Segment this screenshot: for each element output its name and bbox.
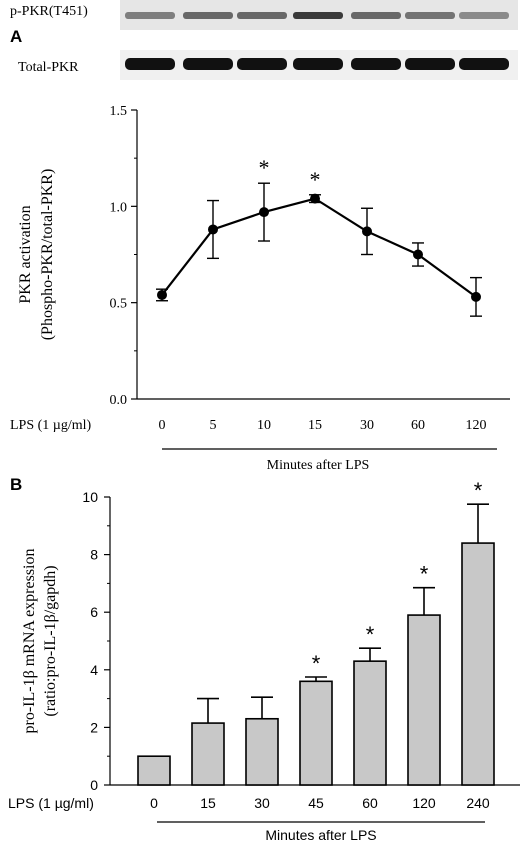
chart-b-xtick-label: 60	[362, 795, 378, 811]
blot-band-phospho	[293, 12, 343, 19]
chart-a-xtick-label: 30	[360, 418, 374, 433]
blot-band-phospho	[459, 12, 509, 19]
chart-b-bar	[137, 755, 171, 786]
chart-a-ylabel-line1: PKR activation	[17, 205, 34, 303]
chart-b-ylabel-line2: (ratio:pro-IL-1β/gapdh)	[42, 565, 59, 716]
blot-phospho-pkr	[120, 0, 518, 30]
chart-b-ytick-label: 6	[90, 604, 98, 620]
chart-a-significance-star: *	[259, 155, 270, 180]
blot-band-total	[125, 58, 175, 70]
chart-b-bar	[353, 660, 387, 786]
chart-b-bar	[299, 680, 333, 786]
panel-a-x-title: Minutes after LPS	[267, 458, 370, 473]
blot-label-total: Total-PKR	[18, 60, 79, 75]
chart-a-xtick-label: 120	[466, 418, 487, 433]
chart-a-data-point	[157, 289, 167, 300]
chart-a-xtick-label: 0	[159, 418, 166, 433]
blot-band-total	[237, 58, 287, 70]
chart-a-ytick-label: 1.0	[110, 200, 128, 215]
chart-b-marks: * * * *	[137, 478, 495, 786]
chart-b-xtick-label: 45	[308, 795, 324, 811]
chart-a-xtick-label: 60	[411, 418, 425, 433]
chart-b-ytick-label: 2	[90, 719, 98, 735]
blot-band-phospho	[237, 12, 287, 19]
chart-a-data-point	[413, 249, 423, 260]
blot-label-phospho: p-PKR(T451)	[10, 4, 88, 19]
chart-b-xtick-labels: 0 15 30 45 60 120 240	[150, 795, 490, 811]
chart-a-xtick-labels: 0 5 10 15 30 60 120	[159, 418, 487, 433]
panel-a-treatment-label: LPS (1 µg/ml)	[10, 418, 92, 433]
chart-a-data-point	[362, 226, 372, 237]
panel-b-treatment-label: LPS (1 µg/ml)	[8, 795, 94, 811]
chart-a-data-point	[310, 193, 320, 204]
chart-a-data-point	[471, 291, 481, 302]
blot-band-total	[405, 58, 455, 70]
chart-a-series-line	[161, 197, 477, 298]
chart-b-ytick-label: 4	[90, 662, 98, 678]
blot-band-total	[351, 58, 401, 70]
chart-b-xtick-label: 15	[200, 795, 216, 811]
chart-a-data-point	[259, 207, 269, 218]
chart-b-bar	[191, 722, 225, 786]
panel-b-x-title: Minutes after LPS	[265, 827, 376, 843]
chart-a-xtick-label: 10	[257, 418, 271, 433]
blot-band-phospho	[183, 12, 233, 19]
chart-b-ytick-label: 0	[90, 777, 98, 793]
panel-a-letter: A	[10, 27, 22, 46]
chart-a: 0.00.51.01.5 0 5 10 15 30 60 120 * * PKR activa…	[17, 104, 510, 433]
chart-b: 0 2 4 6 8 10 0 15 30 45 60 120 240 * * * * pro-IL-1β m…	[21, 478, 520, 811]
chart-b-significance-star: *	[366, 622, 375, 647]
chart-b-xtick-label: 30	[254, 795, 270, 811]
chart-b-significance-star: *	[420, 562, 429, 587]
blot-band-total	[459, 58, 509, 70]
chart-a-ytick-label: 1.5	[110, 104, 128, 119]
chart-a-axes	[131, 109, 510, 400]
chart-b-xtick-label: 0	[150, 795, 158, 811]
blot-band-total	[293, 58, 343, 70]
chart-a-xtick-label: 15	[308, 418, 322, 433]
chart-b-bar	[407, 614, 441, 786]
chart-a-marks: * *	[156, 155, 482, 317]
chart-b-ytick-label: 8	[90, 547, 98, 563]
blot-band-phospho	[405, 12, 455, 19]
blot-total-pkr	[120, 50, 518, 80]
chart-b-bar	[245, 717, 279, 786]
panel-b-letter: B	[10, 475, 22, 494]
chart-b-ytick-label: 10	[82, 489, 98, 505]
chart-a-ytick-label: 0.5	[110, 297, 128, 312]
blot-band-total	[183, 58, 233, 70]
chart-a-xtick-label: 5	[210, 418, 217, 433]
chart-b-xtick-label: 120	[412, 795, 436, 811]
chart-a-ylabel-line2: (Phospho-PKR/total-PKR)	[39, 169, 56, 341]
chart-b-ytick-labels: 0 2 4 6 8 10	[82, 489, 98, 793]
chart-a-data-point	[208, 224, 218, 235]
chart-a-significance-star: *	[310, 167, 321, 192]
chart-a-ytick-labels: 0.0 0.5 1.0 1.5	[110, 104, 128, 408]
chart-b-ylabel-line1: pro-IL-1β mRNA expression	[21, 549, 38, 734]
chart-a-ytick-label: 0.0	[110, 393, 128, 408]
chart-b-significance-star: *	[312, 651, 321, 676]
chart-b-significance-star: *	[474, 478, 483, 503]
chart-b-bar	[461, 542, 495, 786]
blot-band-phospho	[351, 12, 401, 19]
blot-band-phospho	[125, 12, 175, 19]
chart-b-xtick-label: 240	[466, 795, 490, 811]
